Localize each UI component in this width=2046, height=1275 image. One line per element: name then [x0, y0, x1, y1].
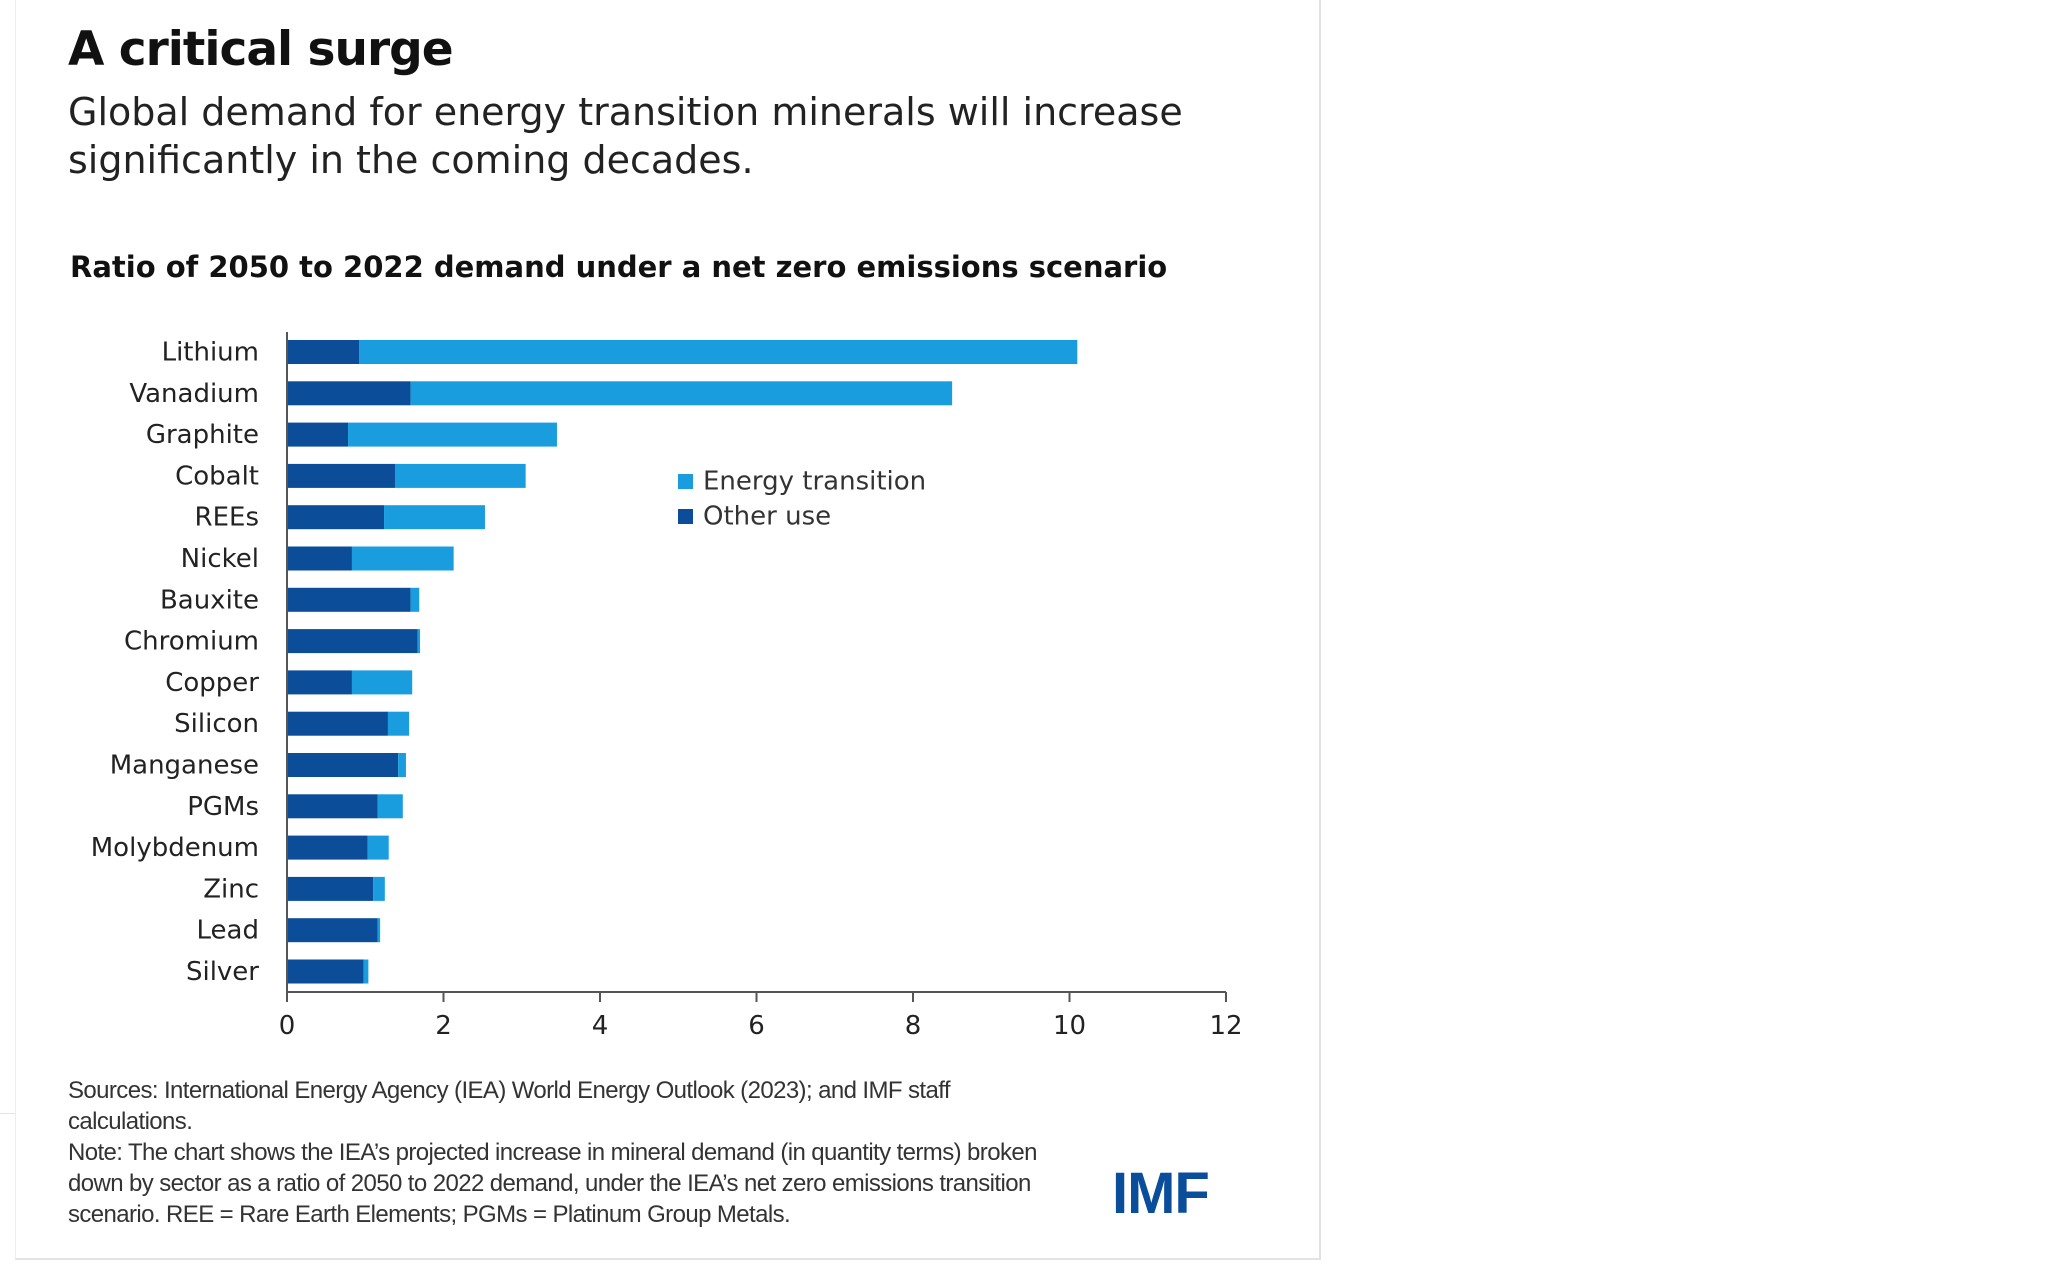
category-labels: Lithium Vanadium Graphite Cobalt REEs Nickel B…: [91, 338, 260, 988]
bar-segment-energy-transition: [351, 546, 454, 571]
bar-segment-other-use: [287, 422, 349, 447]
x-tick-label: 4: [592, 1011, 609, 1041]
bar-segment-other-use: [287, 959, 364, 984]
page-title: A critical surge: [68, 22, 454, 77]
legend-swatch: [678, 474, 693, 489]
note-text: Note: The chart shows the IEA’s projecte…: [68, 1139, 1037, 1228]
imf-logo: IMF: [1112, 1161, 1210, 1226]
bar-segment-energy-transition: [417, 629, 421, 654]
bar-segment-other-use: [287, 587, 411, 612]
bar-segment-energy-transition: [394, 463, 526, 488]
bar-segment-other-use: [287, 918, 378, 943]
category-label: Vanadium: [129, 379, 259, 409]
category-label: Lithium: [162, 338, 259, 368]
x-tick-label: 6: [748, 1011, 765, 1041]
category-label: Silicon: [174, 709, 259, 739]
bar-segment-energy-transition: [367, 835, 389, 860]
x-tick-label: 12: [1209, 1011, 1242, 1041]
category-label: Nickel: [181, 544, 259, 574]
category-label: REEs: [195, 503, 259, 533]
category-label: Cobalt: [175, 461, 259, 491]
bar-segment-other-use: [287, 711, 388, 736]
bar-segment-energy-transition: [387, 711, 410, 736]
category-label: Copper: [165, 668, 259, 698]
bar-segment-energy-transition: [351, 670, 413, 695]
bar-segment-energy-transition: [363, 959, 369, 984]
chart-card: [15, 0, 1321, 1260]
bars-layer: [287, 340, 1078, 984]
bar-segment-energy-transition: [410, 587, 420, 612]
legend-swatch: [678, 509, 693, 524]
bar-segment-other-use: [287, 546, 352, 571]
bar-segment-energy-transition: [348, 422, 557, 447]
category-label: Molybdenum: [91, 833, 259, 863]
bar-segment-other-use: [287, 794, 378, 819]
legend-label: Energy transition: [703, 467, 926, 497]
category-label: Manganese: [110, 751, 259, 781]
bar-segment-other-use: [287, 670, 352, 695]
x-tick-label: 2: [435, 1011, 452, 1041]
x-tick-label: 8: [905, 1011, 922, 1041]
chart-title: Ratio of 2050 to 2022 demand under a net…: [70, 250, 1168, 284]
x-tick-label: 10: [1053, 1011, 1086, 1041]
legend: Energy transition Other use: [678, 467, 926, 532]
bar-segment-energy-transition: [377, 794, 403, 819]
category-label: Zinc: [203, 874, 259, 904]
category-label: Silver: [186, 957, 259, 987]
bar-segment-other-use: [287, 381, 411, 406]
bar-segment-energy-transition: [373, 876, 385, 901]
bar-segment-other-use: [287, 340, 359, 364]
sources-text: Sources: International Energy Agency (IE…: [68, 1077, 951, 1135]
category-label: Lead: [197, 916, 259, 946]
legend-label: Other use: [703, 502, 831, 532]
bar-segment-other-use: [287, 629, 418, 654]
divider: [0, 1113, 15, 1114]
category-label: Chromium: [124, 627, 259, 657]
x-axis: 0 2 4 6 8 10 12: [279, 332, 1243, 1041]
category-label: PGMs: [187, 792, 259, 822]
bar-segment-other-use: [287, 463, 395, 488]
page-subtitle: Global demand for energy transition mine…: [68, 90, 1183, 182]
category-label: Graphite: [146, 420, 259, 450]
bar-segment-energy-transition: [358, 340, 1078, 364]
bar-segment-other-use: [287, 753, 399, 777]
bar-segment-other-use: [287, 876, 374, 901]
bar-segment-energy-transition: [384, 505, 485, 530]
bar-segment-energy-transition: [410, 381, 953, 406]
bar-segment-energy-transition: [377, 918, 381, 943]
bar-segment-energy-transition: [398, 753, 406, 777]
bar-segment-other-use: [287, 835, 368, 860]
category-label: Bauxite: [160, 585, 259, 615]
bar-segment-other-use: [287, 505, 385, 530]
x-tick-label: 0: [279, 1011, 296, 1041]
